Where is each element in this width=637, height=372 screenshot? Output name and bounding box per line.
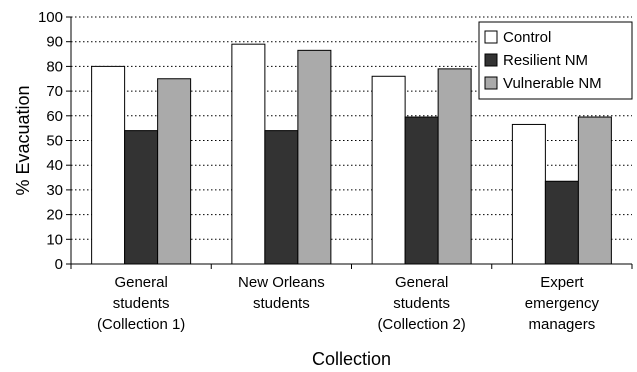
x-tick-label: General students (Collection 2): [377, 274, 465, 333]
y-tick-label: 30: [46, 182, 63, 199]
y-tick-label: 70: [46, 83, 63, 100]
bar: [437, 68, 472, 265]
y-axis-title: % Evacuation: [13, 85, 33, 195]
x-tick-label: New Orleans students: [238, 274, 325, 312]
bar: [297, 49, 332, 265]
x-tick-label-line: General: [114, 274, 167, 291]
x-axis-title: Collection: [312, 349, 391, 369]
bars: [91, 43, 612, 265]
bar: [511, 123, 546, 265]
legend-swatch: [484, 53, 498, 67]
legend: Control Resilient NM Vulnerable NM: [478, 21, 633, 100]
bar: [157, 78, 192, 265]
x-tick-label: Expert emergency managers: [525, 274, 600, 333]
y-tick-label: 80: [46, 58, 63, 75]
legend-label: Vulnerable NM: [503, 75, 602, 92]
y-tick-label: 0: [55, 256, 63, 273]
bar: [404, 116, 439, 265]
x-tick-label-line: General: [395, 274, 448, 291]
bar: [544, 180, 579, 265]
y-tick-label: 10: [46, 231, 63, 248]
x-tick-label-line: Expert: [540, 274, 584, 291]
legend-label: Resilient NM: [503, 52, 588, 69]
y-tick-label: 40: [46, 157, 63, 174]
x-axis-ticks: [70, 264, 633, 269]
legend-swatch: [484, 30, 498, 44]
y-tick-label: 100: [38, 9, 63, 26]
y-axis-ticks: 0 10 20 30 40 50 60 70 80 90 100: [38, 9, 71, 273]
y-tick-label: 50: [46, 133, 63, 150]
x-tick-label-line: students: [393, 295, 450, 312]
x-tick-label: General students (Collection 1): [97, 274, 185, 333]
bar: [577, 116, 612, 265]
y-tick-label: 20: [46, 207, 63, 224]
x-tick-label-line: students: [113, 295, 170, 312]
bar: [231, 43, 266, 265]
y-tick-label: 60: [46, 108, 63, 125]
x-tick-label-line: New Orleans: [238, 274, 325, 291]
x-tick-label-line: managers: [529, 316, 596, 333]
legend-swatch: [484, 76, 498, 90]
y-tick-label: 90: [46, 34, 63, 51]
legend-box: [478, 21, 633, 100]
x-tick-label-line: students: [253, 295, 310, 312]
x-tick-label-line: emergency: [525, 295, 600, 312]
bar: [264, 130, 299, 265]
x-axis-tick-labels: General students (Collection 1) New Orleans…: [97, 274, 600, 333]
bar: [371, 75, 406, 265]
x-tick-label-line: (Collection 2): [377, 316, 465, 333]
bar: [91, 65, 126, 265]
legend-label: Control: [503, 29, 551, 46]
bar: [124, 130, 159, 265]
x-tick-label-line: (Collection 1): [97, 316, 185, 333]
